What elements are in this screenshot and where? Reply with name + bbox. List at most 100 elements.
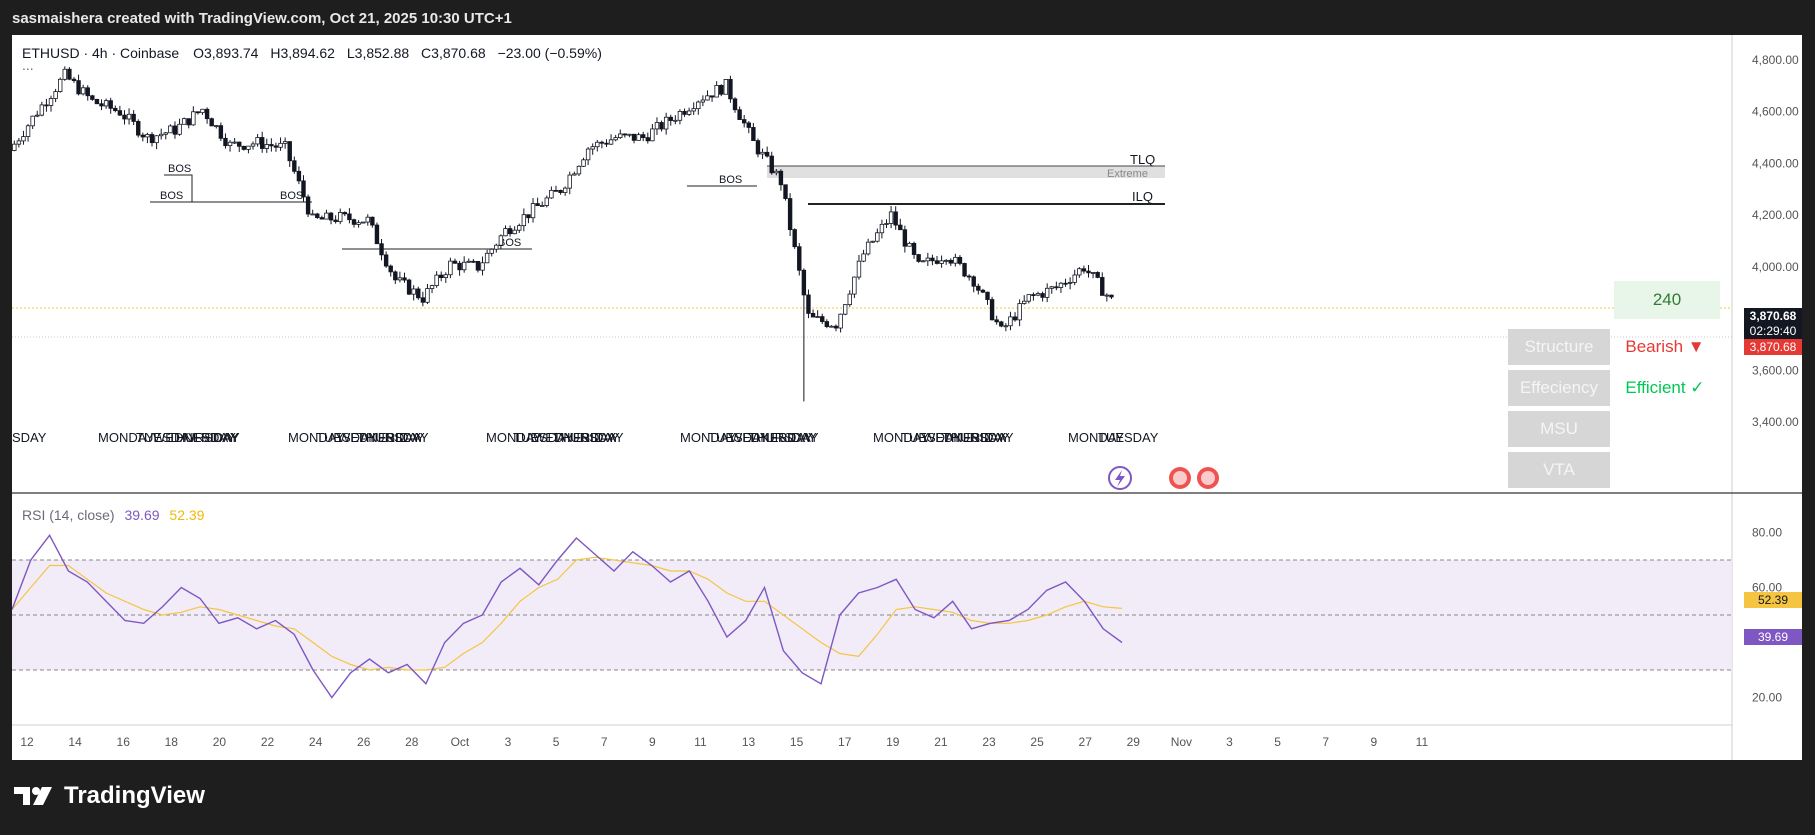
candle-body [25, 125, 31, 137]
bos-annotations [150, 174, 757, 250]
candle-body [613, 137, 618, 141]
symbol-legend[interactable]: ETHUSD · 4h · Coinbase O3,893.74 H3,894.… [22, 45, 602, 73]
candle-body [1054, 286, 1059, 289]
candle-body [58, 78, 63, 92]
candle-body [856, 260, 862, 278]
session-day-label: TUESDAY [901, 430, 962, 445]
candle-body [282, 141, 288, 144]
candle-body [985, 291, 990, 300]
rsi-tick-label: 80.00 [1752, 526, 1782, 540]
candle-body [30, 115, 35, 127]
candle-body [861, 253, 866, 262]
candle-body [448, 260, 453, 276]
session-day-label: MONDAY [680, 430, 736, 445]
candle-body [232, 141, 237, 144]
chart-svg[interactable]: TLQ Extreme ILQ BOS BOS BOS BOS BOS SDAY… [11, 35, 1802, 760]
session-day-label: MONDAY [98, 430, 154, 445]
candle-body [35, 114, 40, 117]
ohlc-close-label: C [421, 45, 432, 61]
candle-body [631, 133, 637, 141]
symbol-info[interactable]: ETHUSD · 4h · Coinbase [22, 45, 180, 61]
session-day-label: MONDAY [873, 430, 929, 445]
bos-label-5: BOS [719, 174, 742, 186]
candle-body [824, 321, 830, 327]
session-day-label: WEDNESDAY [923, 430, 1006, 445]
ohlc-high-label: H [270, 45, 281, 61]
candle-body [801, 269, 807, 296]
candle-body [980, 289, 986, 293]
candle-body [682, 111, 687, 115]
candle-body [907, 242, 912, 247]
candle-body [847, 293, 852, 306]
candle-body [1012, 316, 1018, 321]
close-price-tag: 3,870.68 [1744, 339, 1802, 355]
event-icons[interactable] [1108, 466, 1219, 490]
tradingview-logo-icon [14, 787, 52, 805]
candle-body [370, 216, 375, 226]
time-tick-label: 5 [553, 735, 560, 749]
candle-body [774, 170, 779, 174]
candle-body [590, 146, 595, 150]
legend-more-button[interactable]: ... [22, 57, 34, 73]
time-axis[interactable]: 12 14 16 18 20 22 24 26 28 Oct 3 5 7 9 11 13 15 17 19 21 23 2… [20, 735, 1428, 749]
candle-body [1077, 268, 1082, 276]
rsi-value: 39.69 [124, 507, 160, 523]
candle-body [585, 148, 591, 161]
candle-body [1104, 294, 1110, 297]
candle-body [457, 262, 462, 271]
candle-body [1022, 300, 1027, 304]
candle-body [526, 214, 531, 219]
candle-body [319, 217, 325, 220]
candle-body [452, 260, 458, 264]
candle-body [39, 104, 45, 116]
candle-body [195, 111, 201, 114]
timeframe-cell: 240 [1614, 281, 1720, 319]
session-day-label: THURSDAY [358, 430, 429, 445]
session-day-label: MONDAY [288, 430, 344, 445]
candle-body [930, 257, 935, 262]
session-day-label: MONDAY [486, 430, 542, 445]
time-tick-label: 24 [309, 735, 323, 749]
candle-body [292, 160, 297, 172]
candle-body [406, 279, 412, 295]
candle-body [948, 259, 953, 264]
candle-body [53, 91, 58, 99]
lightning-event-icon[interactable] [1108, 466, 1132, 490]
time-tick-label: 3 [1226, 735, 1233, 749]
candle-body [709, 95, 715, 98]
session-day-label: THURSDAY [748, 430, 819, 445]
candle-body [787, 198, 793, 231]
rsi-name[interactable]: RSI (14, close) [22, 507, 115, 523]
last-price-tag: 3,870.68 [1744, 308, 1802, 324]
time-tick-label: 5 [1274, 735, 1281, 749]
candle-body [572, 173, 577, 176]
candlestick-series [12, 66, 1114, 402]
rsi-ma-line [11, 556, 1123, 671]
bos-line-1 [164, 174, 193, 202]
candle-body [16, 140, 22, 145]
ilq-label: ILQ [1132, 189, 1153, 204]
candle-body [966, 275, 972, 278]
rsi-legend[interactable]: RSI (14, close) 39.69 52.39 [22, 507, 204, 523]
candle-body [136, 121, 141, 136]
price-tick-label: 4,600.00 [1752, 105, 1799, 119]
candle-body [650, 128, 655, 142]
session-day-label: TUESDAY [1098, 430, 1159, 445]
tlq-label: TLQ [1130, 152, 1155, 167]
candle-body [604, 142, 609, 145]
candle-body [310, 213, 315, 216]
candle-body [484, 252, 490, 264]
session-day-label: TUESDAY [316, 430, 377, 445]
candle-body [870, 240, 875, 243]
candle-body [755, 140, 761, 155]
candle-body [888, 211, 894, 224]
msu-label: MSU [1508, 411, 1610, 447]
candle-body [80, 87, 86, 95]
candle-body [1086, 270, 1091, 274]
time-tick-label: 17 [838, 735, 852, 749]
rsi-scale[interactable]: 80.00 60.00 20.00 [1752, 526, 1782, 705]
candle-body [429, 285, 435, 289]
candle-body [1026, 294, 1032, 302]
candle-body [108, 100, 113, 109]
candle-body [48, 98, 54, 106]
